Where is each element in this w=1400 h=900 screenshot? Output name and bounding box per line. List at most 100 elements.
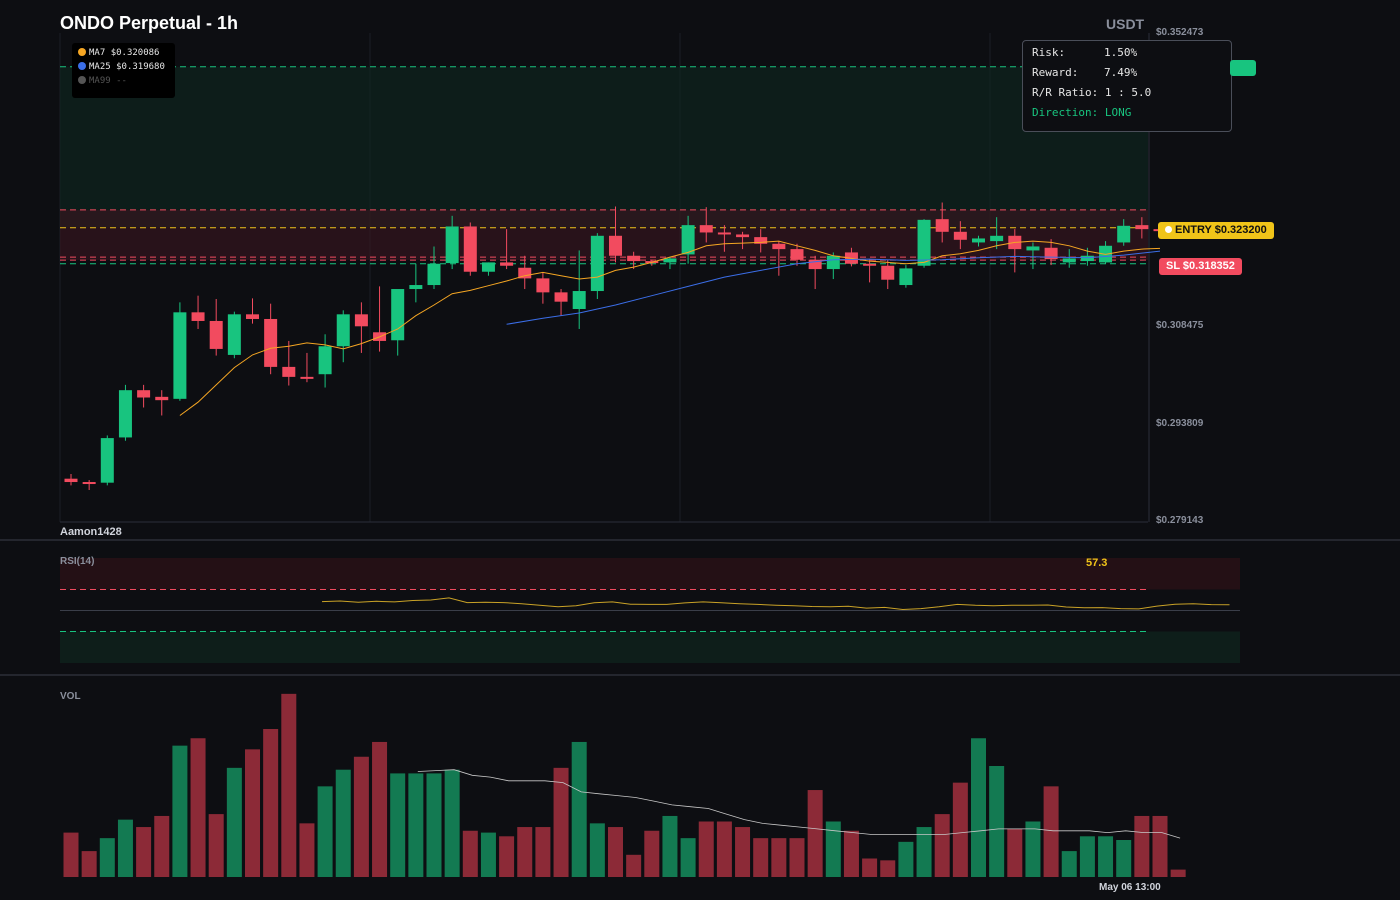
volume-bar	[99, 838, 115, 877]
candle-up	[1062, 258, 1076, 263]
vol-layer	[63, 693, 1186, 877]
quote-currency: USDT	[1106, 16, 1145, 32]
volume-bar	[589, 823, 605, 877]
volume-bar	[517, 827, 533, 877]
volume-bar	[789, 838, 805, 877]
level-layer	[60, 66, 1240, 632]
candle-up	[227, 314, 241, 355]
candle-up	[100, 438, 114, 483]
rsi-layer	[321, 597, 1230, 611]
volume-bar	[553, 767, 569, 877]
candle-down	[790, 249, 804, 260]
volume-bar	[571, 741, 587, 877]
entry-dot-icon	[1165, 226, 1172, 233]
candle-up	[590, 235, 604, 292]
candle-down	[137, 390, 151, 398]
volume-bar	[952, 782, 968, 877]
candle-up	[917, 219, 931, 266]
candle-down	[808, 259, 822, 270]
direction-label: Direction:	[1032, 106, 1099, 119]
stop-loss-tag[interactable]: SL $0.318352	[1159, 258, 1242, 275]
candle-down	[863, 263, 877, 266]
volume-bar	[1170, 869, 1186, 877]
volume-bar	[63, 832, 79, 877]
ma-legend: MA7 $0.320086 MA25 $0.319680 MA99 --	[72, 43, 175, 98]
candle-down	[772, 243, 786, 250]
candle-down	[754, 237, 768, 244]
volume-bar	[898, 841, 914, 877]
price-label-top: $0.352473	[1156, 27, 1204, 38]
take-profit-tag[interactable]	[1230, 60, 1256, 76]
volume-bar	[480, 832, 496, 877]
candle-down	[500, 262, 514, 266]
ratio-value: 1 : 5.0	[1104, 86, 1152, 99]
volume-bar	[698, 821, 714, 877]
candle-up	[681, 225, 695, 255]
candle-up	[409, 285, 423, 290]
candle-down	[209, 320, 223, 349]
volume-bar	[499, 836, 515, 877]
candle-up	[118, 390, 132, 438]
rsi-overbought-zone	[60, 558, 1240, 590]
candle-up	[336, 314, 350, 347]
candle-down	[554, 292, 568, 302]
entry-tag[interactable]: ENTRY $0.323200	[1158, 222, 1274, 239]
candle-up	[990, 235, 1004, 242]
volume-bar	[535, 827, 551, 877]
candle-up	[972, 238, 985, 243]
candle-down	[463, 226, 477, 272]
volume-bar	[716, 821, 732, 877]
volume-bar	[1098, 836, 1114, 877]
volume-bar	[462, 830, 478, 877]
volume-bar	[1079, 836, 1095, 877]
candle-down	[1044, 247, 1058, 260]
volume-bar	[644, 830, 660, 877]
volume-bar	[862, 858, 878, 877]
volume-bar	[335, 769, 351, 877]
rsi-title: RSI(14)	[60, 556, 95, 567]
candle-down	[609, 235, 622, 256]
volume-bar	[136, 827, 152, 877]
candle-down	[246, 314, 259, 319]
volume-bar	[753, 838, 769, 877]
candle-down	[1135, 225, 1149, 230]
risk-reward-panel: Risk: 1.50% Reward: 7.49% R/R Ratio: 1 : 5…	[1022, 40, 1232, 132]
volume-bar	[81, 851, 97, 877]
candle-down	[264, 318, 278, 367]
candle-up	[826, 255, 840, 270]
candle-up	[572, 291, 586, 309]
volume-bar	[1134, 815, 1150, 877]
volume-bar	[1116, 840, 1132, 877]
candle-down	[282, 366, 296, 377]
candle-down	[155, 396, 169, 401]
volume-bar	[390, 773, 406, 877]
ma25-line	[506, 250, 1161, 325]
volume-bar	[1025, 821, 1041, 877]
watermark: Aamon1428	[60, 526, 122, 538]
candle-down	[935, 219, 949, 232]
volume-bar	[1007, 828, 1023, 877]
volume-bar	[353, 756, 369, 877]
loss-zone	[60, 209, 1148, 261]
volume-bar	[154, 815, 170, 877]
volume-bar	[117, 819, 133, 877]
volume-bar	[680, 838, 696, 877]
rsi-oversold-zone	[60, 631, 1240, 663]
chart-title: ONDO Perpetual - 1h	[60, 13, 239, 33]
volume-bar	[281, 693, 297, 877]
volume-ma-line	[417, 769, 1181, 839]
candle-down	[82, 482, 96, 485]
price-label-3: $0.293809	[1156, 418, 1204, 429]
volume-bar	[608, 827, 623, 877]
price-label-2: $0.308475	[1156, 320, 1204, 331]
candle-up	[899, 268, 913, 286]
ma7-dot-icon	[78, 48, 86, 56]
candle-up	[173, 312, 187, 399]
volume-bar	[172, 745, 188, 877]
volume-bar	[807, 790, 823, 877]
candle-up	[481, 262, 495, 272]
volume-bar	[626, 854, 642, 877]
candle-down	[627, 255, 641, 262]
risk-value: 1.50%	[1104, 46, 1138, 59]
volume-bar	[825, 821, 841, 877]
